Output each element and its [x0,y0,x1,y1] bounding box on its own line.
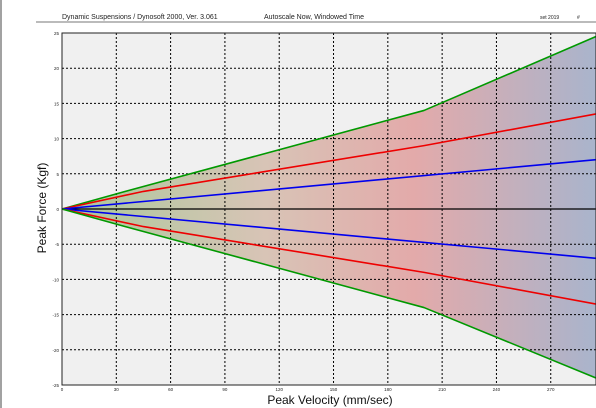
series-line [61,208,596,379]
y-tick-label: -10 [52,277,59,282]
x-tick-label: 30 [114,387,120,392]
y-tick-label: 10 [54,137,60,142]
header-bar: Dynamic Suspensions / Dynosoft 2000, Ver… [36,14,596,23]
mode-label: Autoscale Now, Windowed Time [264,14,364,21]
y-tick-label: 0 [56,207,59,212]
y-axis-title: Peak Force (Kgf) [35,163,49,254]
hash-label: # [577,15,580,21]
envelope-fill [62,36,596,378]
x-tick-label: 60 [168,387,174,392]
x-tick-label: 150 [330,387,338,392]
plot-border [61,32,596,386]
y-tick-label: -5 [55,242,59,247]
program-title: Dynamic Suspensions / Dynosoft 2000, Ver… [62,14,218,21]
series-line [61,208,596,305]
x-tick-label: 0 [61,387,64,392]
x-tick-label: 270 [547,387,555,392]
series-group [61,35,596,379]
y-tick-labels: 25 20 15 10 5 0 -5 -10 -15 -20 -25 [52,31,59,388]
y-tick-label: 15 [54,101,60,106]
y-tick-label: -20 [52,348,59,353]
series-line [61,158,596,210]
x-tick-label: 240 [493,387,501,392]
y-tick-label: -25 [52,383,59,388]
date-label: set 2019 [540,15,559,21]
x-tick-label: 210 [438,387,446,392]
series-line [61,35,596,210]
x-tick-label: 120 [275,387,283,392]
y-tick-label: 5 [56,172,59,177]
x-tick-label: 90 [222,387,228,392]
x-tick-label: 180 [384,387,392,392]
y-tick-label: 25 [54,31,60,36]
x-tick-labels: 0 30 60 90 120 150 180 210 240 270 [61,387,555,392]
series-line [61,208,596,260]
series-line [61,113,596,210]
y-tick-label: 20 [54,66,60,71]
x-axis-title: Peak Velocity (mm/sec) [267,393,392,407]
y-tick-label: -15 [52,313,59,318]
